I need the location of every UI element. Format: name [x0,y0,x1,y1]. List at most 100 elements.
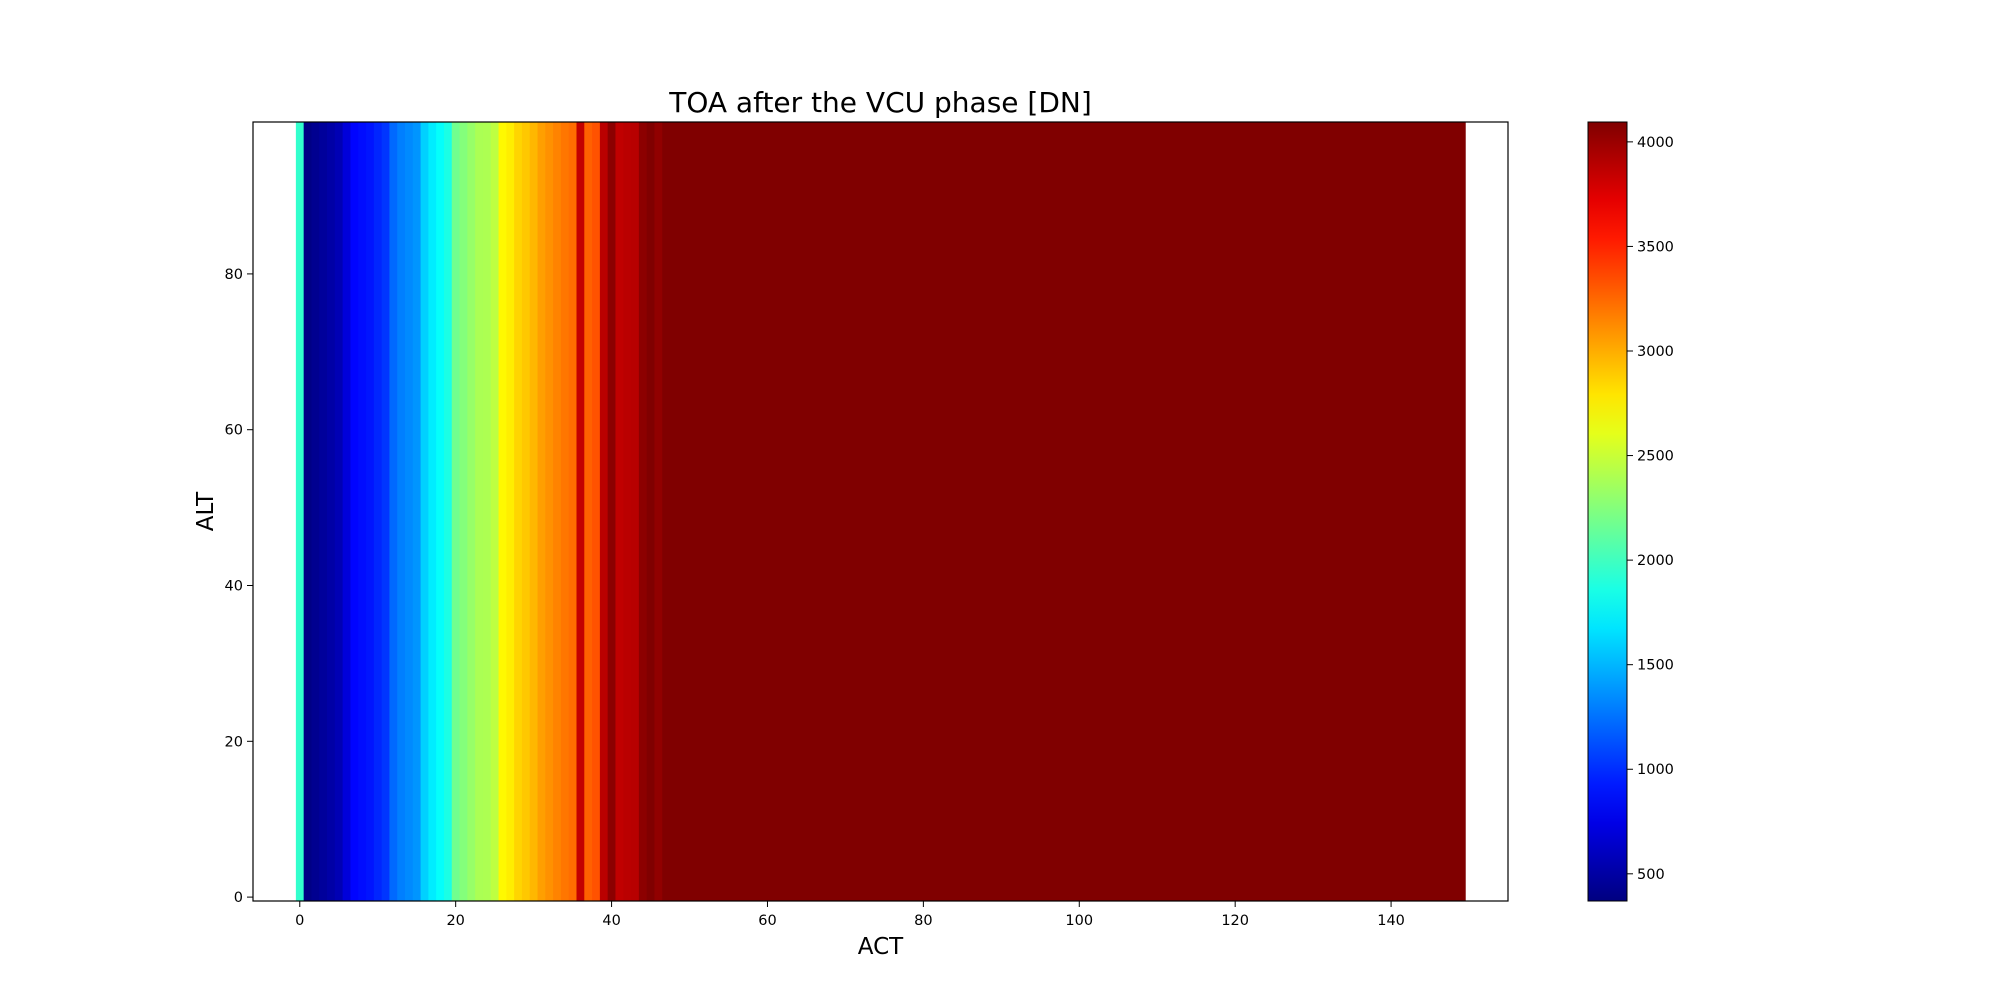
heatmap-column [295,122,305,901]
heatmap-column [880,122,889,901]
heatmap-column [1371,122,1380,901]
heatmap-column [576,122,585,901]
heatmap-column [1387,122,1396,901]
heatmap-column [1332,122,1342,901]
heatmap-column [1184,122,1193,901]
heatmap-column [997,122,1006,901]
heatmap-column [1200,122,1209,901]
colorbar-tick-label: 4000 [1637,135,1674,151]
heatmap-column [381,122,391,901]
heatmap-column [1129,122,1139,901]
heatmap-column [482,122,492,901]
heatmap-column [1254,122,1264,901]
x-tick-label: 100 [1065,913,1093,929]
x-tick-label: 80 [914,913,932,929]
chart-title: TOA after the VCU phase [DN] [668,86,1092,119]
heatmap-column [327,122,336,901]
heatmap-column [560,122,570,901]
heatmap-column [1394,122,1404,901]
heatmap-column [623,122,632,901]
heatmap-column [794,122,804,901]
heatmap-column [693,122,702,901]
heatmap-column [553,122,562,901]
heatmap-column [935,122,944,901]
heatmap-column [942,122,952,901]
heatmap-column [1402,122,1412,901]
y-axis-ticks: 0 20 40 60 80 [225,267,253,906]
heatmap-column [779,122,788,901]
heatmap-column [849,122,858,901]
heatmap-column [490,122,500,901]
y-tick-label: 20 [225,734,243,750]
heatmap-column [646,122,656,901]
heatmap-column [1168,122,1178,901]
heatmap-column [1293,122,1303,901]
heatmap-column [732,122,741,901]
heatmap-column [896,122,905,901]
heatmap-column [1426,122,1435,901]
heatmap-column [763,122,772,901]
heatmap-column [1036,122,1045,901]
heatmap-column [521,122,531,901]
heatmap-column [1067,122,1076,901]
heatmap-column [1324,122,1334,901]
heatmap-column [412,122,422,901]
heatmap-column [747,122,757,901]
colorbar-tick-label: 3000 [1637,344,1674,360]
heatmap-column [818,122,827,901]
heatmap-column [405,122,414,901]
heatmap-column [1114,122,1123,901]
heatmap-column [1005,122,1014,901]
heatmap-column [1145,122,1154,901]
heatmap-column [950,122,960,901]
heatmap-column [537,122,546,901]
heatmap-column [389,122,398,901]
heatmap-column [786,122,796,901]
heatmap-column [1270,122,1279,901]
heatmap-column [1075,122,1084,901]
heatmap-column [1379,122,1388,901]
heatmap-column [1363,122,1373,901]
heatmap-column [1051,122,1061,901]
heatmap-column [903,122,913,901]
x-tick-label: 20 [446,913,464,929]
heatmap-column [443,122,453,901]
heatmap-column [1285,122,1295,901]
heatmap-column [685,122,695,901]
y-tick-label: 40 [225,579,243,595]
heatmap-column [506,122,515,901]
heatmap-column [724,122,733,901]
heatmap-column [350,122,359,901]
y-tick-label: 60 [225,423,243,439]
heatmap-column [1301,122,1310,901]
heatmap-column [989,122,999,901]
heatmap-column [1223,122,1232,901]
heatmap-column [1215,122,1225,901]
heatmap-column [1153,122,1162,901]
heatmap-column [1176,122,1186,901]
heatmap-column [1317,122,1326,901]
heatmap-column [709,122,718,901]
y-tick-label: 80 [225,267,243,283]
heatmap-column [1083,122,1092,901]
heatmap-column [872,122,882,901]
x-tick-label: 120 [1221,913,1249,929]
heatmap-column [740,122,749,901]
heatmap-column [1449,122,1458,901]
heatmap-column [303,122,313,901]
heatmap-column [436,122,445,901]
heatmap-column [966,122,975,901]
colorbar-tick-label: 2500 [1637,449,1674,465]
y-tick-label: 0 [234,890,243,906]
heatmap-column [1278,122,1287,901]
x-axis-ticks: 0 20 40 60 80 100 120 140 [295,901,1405,929]
heatmap-column [1441,122,1451,901]
heatmap-column [919,122,928,901]
heatmap-column [631,122,640,901]
heatmap-column [498,122,507,901]
heatmap-column [833,122,843,901]
heatmap-column [1239,122,1248,901]
heatmap-cells [295,122,1466,901]
heatmap-column [1161,122,1170,901]
colorbar-tick-label: 1500 [1637,658,1674,674]
